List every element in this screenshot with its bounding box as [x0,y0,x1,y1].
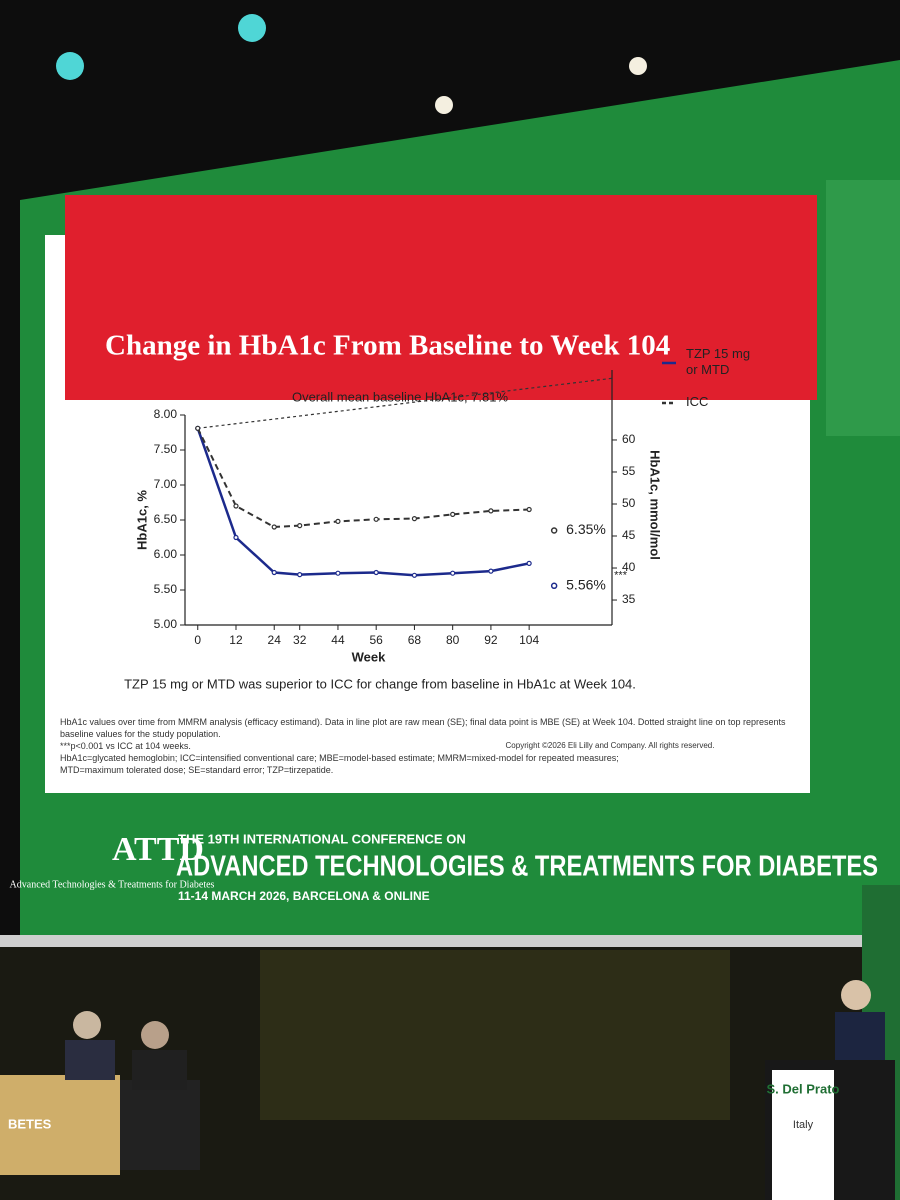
x-tick-label: 56 [370,633,384,647]
speaker-country: Italy [793,1119,814,1131]
data-point [411,515,418,522]
ceiling-light [56,52,84,80]
data-point [271,569,277,576]
y-tick-label: 7.00 [154,477,178,491]
final-point [550,527,558,534]
data-point [271,524,277,530]
panelist [65,1040,115,1080]
significance: *** [614,570,628,582]
x-axis-label: Week [352,649,386,664]
data-point [488,508,494,514]
y2-tick-label: 60 [622,432,636,446]
side-screen [826,180,900,436]
y-tick-label: 6.00 [154,547,178,561]
data-point [297,522,303,529]
panel-table-sign [0,1075,120,1175]
chart-caption: TZP 15 mg or MTD was superior to ICC for… [124,676,636,691]
podium-nameplate [772,1070,834,1200]
x-tick-label: 92 [484,633,498,647]
y-tick-label: 7.50 [154,442,178,456]
conference-logo-subtitle: Advanced Technologies & Treatments for D… [10,879,215,890]
data-point [335,570,341,576]
data-point [450,570,456,576]
baseline-label: Overall mean baseline HbA1c, 7.81% [292,390,509,405]
conference-name: ADVANCED TECHNOLOGIES & TREATMENTS FOR D… [176,851,878,883]
data-point [526,560,532,567]
final-point [550,582,558,590]
final-label: 6.35% [566,521,606,537]
copyright: Copyright ©2026 Eli Lilly and Company. A… [506,741,715,750]
series-line [196,427,530,529]
y2-tick-label: 35 [622,592,636,606]
ceiling-light [238,14,266,42]
final-label: 5.56% [566,577,606,593]
y2-tick-label: 55 [622,464,636,478]
ceiling-light [629,57,647,75]
y-tick-label: 5.50 [154,582,178,596]
data-point [373,569,379,576]
y-tick-label: 8.00 [154,407,178,421]
panelist [141,1021,169,1049]
legend-label: TZP 15 mg or MTD [686,346,750,377]
slide-title: Change in HbA1c From Baseline to Week 10… [105,330,670,362]
y-axis-label: HbA1c, % [134,490,149,550]
conference-dates: 11-14 MARCH 2026, BARCELONA & ONLINE [178,889,430,903]
x-tick-label: 0 [194,633,201,647]
data-point [195,425,201,431]
data-point [488,568,494,574]
data-point [411,572,418,578]
footnote: HbA1c=glycated hemoglobin; ICC=intensifi… [60,753,619,775]
data-point [526,506,532,513]
data-point [335,518,341,525]
x-tick-label: 12 [229,633,243,647]
panel-table [120,1080,200,1170]
screen-edge [0,935,900,947]
x-tick-label: 68 [408,633,422,647]
y-tick-label: 5.00 [154,617,178,631]
y-tick-label: 6.50 [154,512,178,526]
footnote: ***p<0.001 vs ICC at 104 weeks. [60,741,191,751]
x-tick-label: 104 [519,633,539,647]
ceiling-light [435,96,453,114]
y2-tick-label: 40 [622,560,636,574]
series-line [196,427,530,577]
data-point [233,503,239,509]
data-point [233,534,239,541]
slide-title-band [65,195,817,400]
y2-tick-label: 50 [622,496,636,510]
data-point [450,511,456,518]
y2-axis-label: HbA1c, mmol/mol [648,450,663,560]
x-tick-label: 80 [446,633,460,647]
panelist [132,1050,187,1090]
legend-label: ICC [686,394,708,409]
data-point [373,516,379,522]
table-sign-text: BETES [8,1116,52,1131]
x-tick-label: 32 [293,633,307,647]
speaker-name: S. Del Prato [767,1081,840,1096]
panelist [73,1011,101,1039]
speaker [841,980,871,1010]
x-tick-label: 44 [331,633,345,647]
y2-tick-label: 45 [622,528,636,542]
x-tick-label: 24 [268,633,282,647]
conference-logo: ATTD [112,831,204,868]
stage-curtain [260,950,730,1120]
conference-edition: THE 19TH INTERNATIONAL CONFERENCE ON [178,831,466,846]
data-point [297,571,303,578]
footnote: HbA1c values over time from MMRM analysi… [60,717,786,739]
